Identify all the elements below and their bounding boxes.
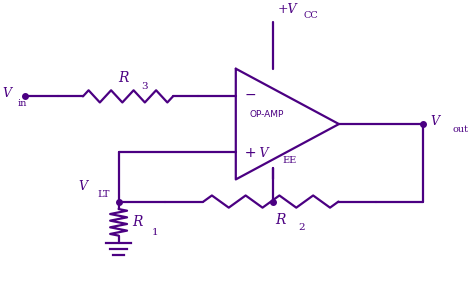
Text: V: V [430,115,439,128]
Text: R: R [275,212,285,227]
Text: +V: +V [278,3,298,16]
Text: R: R [118,72,128,86]
Text: +: + [244,146,256,160]
Text: −: − [244,88,256,102]
Text: 1: 1 [151,228,158,237]
Text: EE: EE [283,156,297,165]
Text: V: V [2,87,11,100]
Text: LT: LT [98,190,110,199]
Text: out: out [453,125,469,134]
Text: in: in [18,99,27,108]
Text: 2: 2 [298,223,305,232]
Text: − V: − V [245,147,269,160]
Text: 3: 3 [141,82,148,91]
Text: CC: CC [304,11,319,20]
Text: R: R [133,215,143,229]
Text: OP-AMP: OP-AMP [249,110,283,119]
Text: V: V [79,180,88,193]
